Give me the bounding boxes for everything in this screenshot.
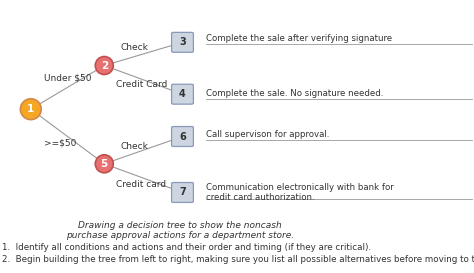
Text: 5: 5	[100, 159, 108, 169]
Ellipse shape	[20, 99, 41, 120]
Ellipse shape	[95, 155, 113, 173]
Text: Check: Check	[121, 143, 149, 151]
Text: Complete the sale. No signature needed.: Complete the sale. No signature needed.	[206, 89, 383, 98]
FancyBboxPatch shape	[172, 32, 193, 52]
Text: 2: 2	[100, 61, 108, 70]
Text: Credit card: Credit card	[116, 180, 166, 189]
Text: Under $50: Under $50	[44, 73, 91, 82]
Text: Communication electronically with bank for
credit card authorization.: Communication electronically with bank f…	[206, 183, 394, 202]
Text: Check: Check	[121, 43, 149, 52]
Text: 6: 6	[179, 132, 186, 141]
FancyBboxPatch shape	[172, 127, 193, 146]
Text: Credit Card: Credit Card	[116, 80, 167, 89]
Text: 2.  Begin building the tree from left to right, making sure you list all possibl: 2. Begin building the tree from left to …	[2, 256, 474, 264]
Text: 1: 1	[27, 104, 35, 114]
Text: Call supervison for approval.: Call supervison for approval.	[206, 130, 329, 139]
FancyBboxPatch shape	[172, 183, 193, 203]
Text: 3: 3	[179, 37, 186, 47]
Text: 4: 4	[179, 89, 186, 99]
Text: Complete the sale after verifying signature: Complete the sale after verifying signat…	[206, 34, 392, 43]
Ellipse shape	[95, 57, 113, 75]
Text: Drawing a decision tree to show the noncash
purchase approval actions for a depa: Drawing a decision tree to show the nonc…	[66, 221, 294, 241]
Text: >=$50: >=$50	[44, 138, 76, 147]
Text: 7: 7	[179, 188, 186, 197]
FancyBboxPatch shape	[172, 84, 193, 104]
Text: 1.  Identify all conditions and actions and their order and timing (if they are : 1. Identify all conditions and actions a…	[2, 243, 372, 252]
